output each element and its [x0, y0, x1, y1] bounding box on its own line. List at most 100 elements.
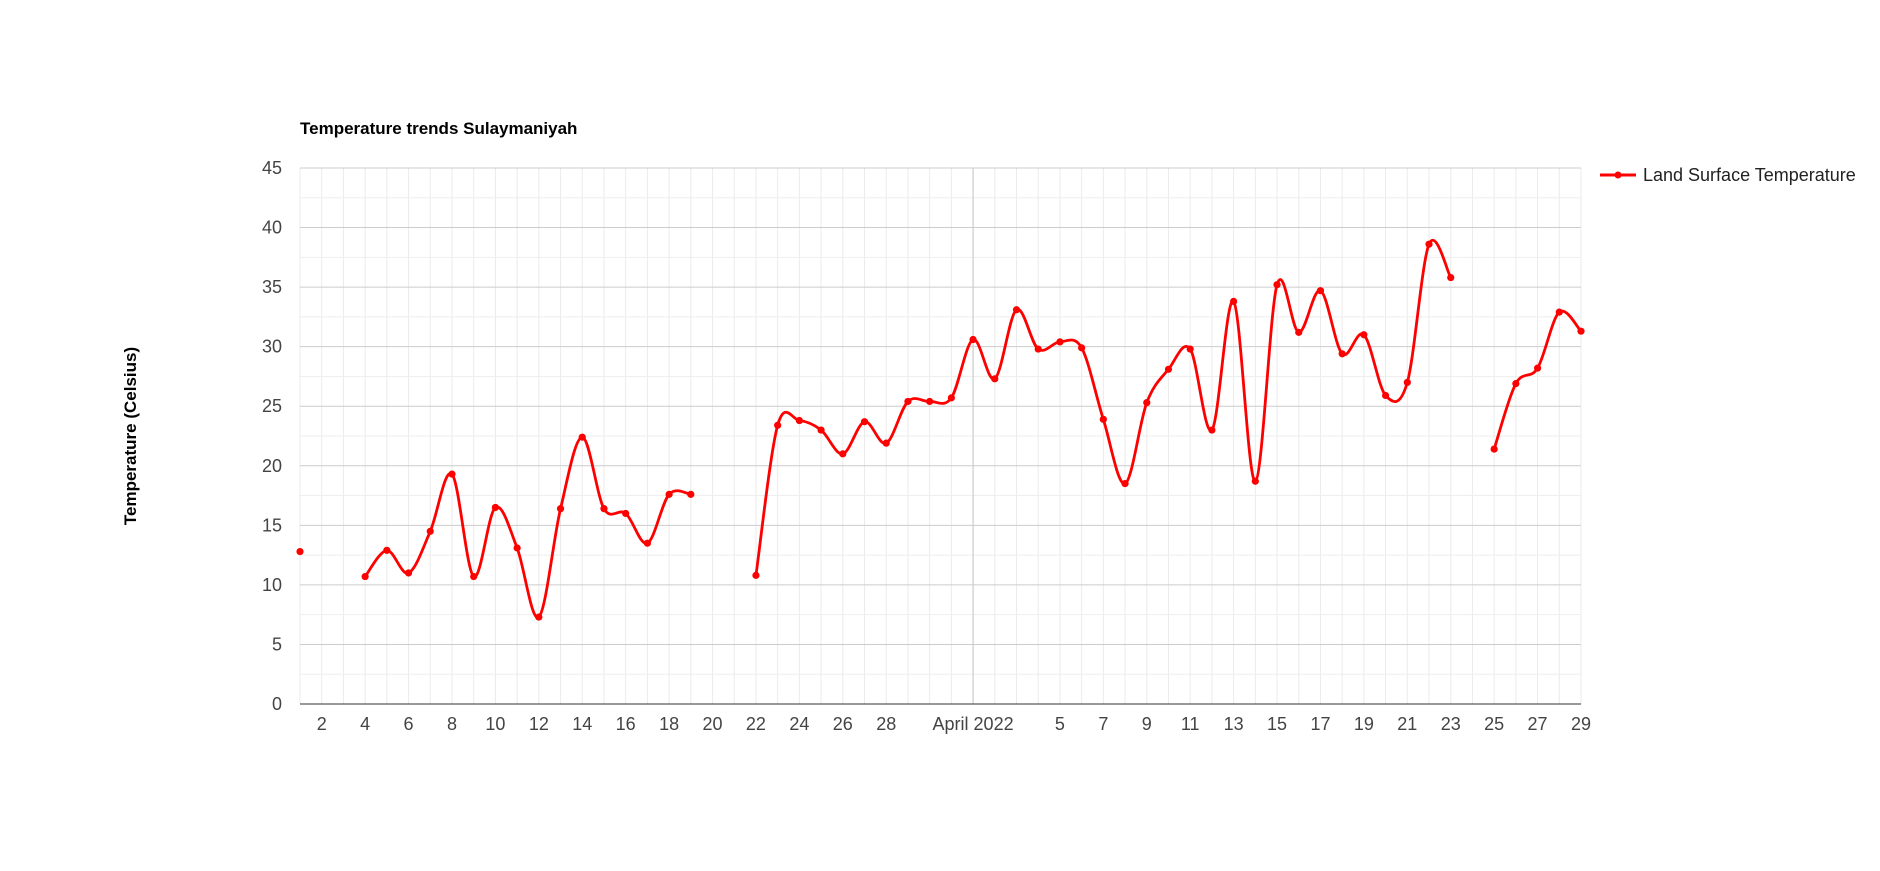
legend-marker: [1614, 171, 1622, 179]
y-tick-label: 40: [262, 218, 282, 238]
data-point: [1316, 287, 1325, 295]
x-tick-label: 22: [746, 714, 766, 734]
x-tick-label: 19: [1354, 714, 1374, 734]
x-tick-label: 15: [1267, 714, 1287, 734]
data-point: [383, 546, 391, 554]
x-tick-label: 13: [1224, 714, 1244, 734]
data-point: [1034, 345, 1042, 353]
data-point: [1164, 365, 1173, 373]
data-point: [795, 416, 803, 425]
y-tick-label: 5: [272, 634, 282, 654]
data-point: [687, 490, 695, 498]
data-point: [665, 490, 673, 498]
data-point: [1555, 308, 1563, 316]
data-point: [817, 426, 825, 434]
y-axis-label: Temperature (Celsius): [121, 347, 140, 525]
data-point: [1425, 240, 1433, 248]
data-point: [1012, 306, 1021, 314]
x-tick-label: 16: [616, 714, 636, 734]
legend-label: Land Surface Temperature: [1643, 165, 1856, 185]
data-point: [1273, 281, 1281, 289]
data-point: [1360, 331, 1368, 339]
data-point: [926, 397, 934, 406]
x-tick-label: 17: [1310, 714, 1330, 734]
data-point: [426, 527, 434, 535]
series-layer: [296, 239, 1585, 621]
data-point: [1447, 273, 1455, 282]
y-tick-label: 25: [262, 396, 282, 416]
x-tick-label: 14: [572, 714, 592, 734]
y-tick-label: 35: [262, 277, 282, 297]
data-point: [839, 450, 847, 458]
x-tick-label: 24: [789, 714, 809, 734]
y-tick-label: 20: [262, 456, 282, 476]
x-tick-label: 2: [317, 714, 327, 734]
data-point: [1533, 364, 1542, 372]
data-point: [1512, 379, 1520, 388]
data-point: [1403, 378, 1411, 386]
data-point: [578, 433, 586, 441]
data-point: [1078, 344, 1086, 352]
x-tick-label: 20: [703, 714, 723, 734]
x-tick-label: 10: [485, 714, 505, 734]
x-tick-label: 12: [529, 714, 549, 734]
data-point: [1338, 350, 1346, 358]
x-tick-label: 21: [1397, 714, 1417, 734]
x-tick-label: April 2022: [933, 714, 1014, 734]
y-tick-label: 15: [262, 515, 282, 535]
x-tick-label: 25: [1484, 714, 1504, 734]
y-tick-label: 0: [272, 694, 282, 714]
data-point: [1056, 338, 1064, 346]
data-point: [1381, 391, 1390, 400]
x-tick-label: 11: [1181, 714, 1200, 734]
x-tick-label: 29: [1571, 714, 1591, 734]
x-tick-label: 9: [1142, 714, 1152, 734]
data-point: [1251, 477, 1259, 485]
y-tick-label: 10: [262, 575, 282, 595]
data-point: [361, 572, 369, 581]
x-tick-label: 8: [447, 714, 457, 734]
x-tick-label: 26: [833, 714, 853, 734]
x-tick-label: 23: [1441, 714, 1461, 734]
data-point: [1186, 345, 1194, 353]
data-point: [947, 394, 955, 402]
data-point: [1143, 399, 1151, 407]
data-point: [448, 470, 456, 478]
data-point: [622, 509, 630, 518]
data-point: [643, 539, 651, 547]
data-point: [969, 335, 977, 344]
gridlines: [299, 167, 1582, 704]
data-point: [535, 613, 543, 621]
data-point: [752, 571, 760, 579]
data-point: [860, 418, 869, 426]
data-point: [513, 544, 521, 552]
x-tick-label: 7: [1098, 714, 1108, 734]
y-tick-label: 30: [262, 337, 282, 357]
data-point: [991, 375, 999, 383]
data-point: [774, 421, 782, 429]
data-point: [296, 547, 304, 556]
data-point: [470, 572, 478, 581]
data-point: [882, 439, 890, 447]
x-tick-label: 6: [404, 714, 414, 734]
data-point: [491, 503, 500, 512]
data-point: [1121, 480, 1129, 488]
data-point: [1208, 426, 1216, 434]
data-point: [904, 397, 912, 406]
data-point: [600, 505, 608, 513]
legend[interactable]: Land Surface Temperature: [1600, 165, 1856, 185]
data-point: [1295, 328, 1303, 336]
x-tick-label: 5: [1055, 714, 1065, 734]
data-point: [1230, 297, 1238, 305]
data-point: [404, 569, 413, 577]
series-line: [363, 435, 693, 619]
x-tick-label: 27: [1528, 714, 1548, 734]
chart-title: Temperature trends Sulaymaniyah: [300, 119, 577, 138]
y-tick-label: 45: [262, 158, 282, 178]
data-point: [1577, 327, 1585, 335]
data-point: [556, 505, 565, 513]
x-tick-label: 28: [876, 714, 896, 734]
data-point: [1490, 445, 1498, 453]
